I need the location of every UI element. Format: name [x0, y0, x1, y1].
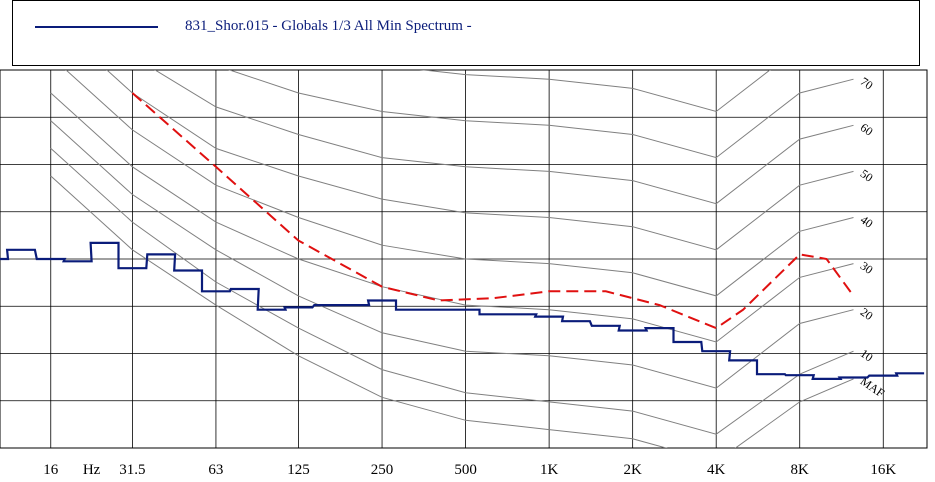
x-tick-label: 31.5: [119, 462, 145, 478]
x-tick-label: 16: [43, 462, 59, 478]
x-tick-label: 63: [208, 462, 223, 478]
legend-box: 831_Shor.015 - Globals 1/3 All Min Spect…: [12, 0, 920, 66]
grid: [0, 70, 927, 448]
nc-curve-40: [65, 70, 854, 297]
nc-curve-label: 60: [858, 120, 876, 138]
nc-curve-label: 70: [858, 74, 876, 92]
x-tick-label: 16K: [870, 462, 896, 478]
nc-curve-20: [50, 120, 854, 389]
x-tick-label: 1K: [540, 462, 559, 478]
nc-target-line: [131, 92, 855, 330]
legend-swatch: [35, 26, 158, 28]
x-tick-label: 250: [371, 462, 394, 478]
nc-curve-80: [419, 70, 771, 113]
nc-curve-70: [228, 70, 854, 159]
nc-curve-label: 20: [858, 305, 876, 323]
nc-curve-maf: [50, 175, 854, 448]
nc-curve-10: [50, 148, 854, 435]
legend-label: 831_Shor.015 - Globals 1/3 All Min Spect…: [185, 18, 472, 34]
nc-curves: [50, 70, 854, 448]
nc-curve-label: 50: [858, 166, 876, 184]
x-tick-label: 2K: [623, 462, 642, 478]
nc-curve-60: [154, 70, 854, 205]
spectrum-series: [0, 241, 925, 380]
nc-curve-30: [50, 92, 854, 343]
x-tick-label: 4K: [707, 462, 726, 478]
nc-curve-label: 10: [858, 346, 876, 364]
x-tick-label: 500: [454, 462, 477, 478]
x-unit-label: Hz: [83, 462, 101, 478]
spectrum-line: [0, 241, 925, 380]
nc-curve-label: 40: [858, 213, 876, 231]
nc-curve-label: 30: [858, 259, 876, 277]
x-tick-label: 8K: [791, 462, 810, 478]
nc-target-series: [131, 92, 855, 330]
x-axis-tick-labels: 16 31.5 63 125 250 500 1K 2K 4K 8K 16K Hz: [43, 462, 896, 478]
x-tick-label: 125: [287, 462, 310, 478]
nc-curve-50: [106, 70, 854, 251]
